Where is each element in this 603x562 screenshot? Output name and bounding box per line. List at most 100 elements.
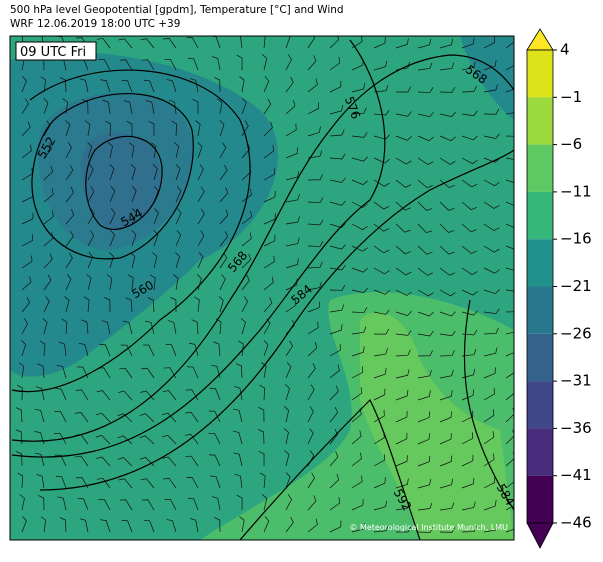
- wind-barb: [461, 310, 478, 316]
- wind-barb: [65, 230, 74, 247]
- wind-barb: [118, 478, 133, 489]
- wind-barb: [236, 494, 243, 511]
- wind-barb: [109, 208, 116, 225]
- wind-barb: [83, 296, 90, 313]
- wind-barb: [329, 80, 342, 93]
- wind-barb: [163, 37, 177, 49]
- colorbar-band: [527, 381, 553, 429]
- wind-barb: [241, 98, 247, 115]
- wind-barb: [395, 389, 409, 401]
- wind-barb: [232, 430, 243, 445]
- wind-barb: [208, 432, 221, 445]
- wind-barb: [21, 318, 29, 335]
- wind-barb: [395, 455, 408, 467]
- wind-barb: [283, 428, 289, 445]
- wind-barb: [329, 284, 346, 291]
- wind-barb: [65, 209, 75, 225]
- wind-barb: [483, 267, 500, 274]
- wind-barb: [153, 186, 159, 203]
- wind-barb: [81, 319, 89, 335]
- cold-area: [460, 36, 514, 120]
- cold-core: [80, 132, 162, 229]
- wind-barb: [351, 346, 365, 357]
- wind-barb: [483, 347, 498, 357]
- wind-barb: [329, 177, 346, 183]
- wind-barb: [417, 111, 434, 118]
- wind-barb: [439, 433, 452, 445]
- wind-barb: [483, 431, 495, 445]
- wind-barb: [505, 157, 514, 160]
- wind-barb: [17, 472, 24, 489]
- wind-barb: [505, 331, 514, 335]
- colorbar-band: [527, 333, 553, 382]
- colorbar-band: [527, 50, 553, 98]
- wind-barb: [285, 100, 296, 115]
- wind-barb: [86, 274, 92, 291]
- wind-barb: [285, 54, 292, 71]
- wind-barb: [461, 223, 477, 233]
- wind-barb: [61, 318, 68, 335]
- wind-barb: [351, 326, 367, 335]
- wind-barb: [417, 350, 433, 357]
- wind-barb: [87, 186, 95, 203]
- wind-barb: [15, 429, 23, 445]
- wind-barb: [241, 296, 249, 313]
- wind-barb: [96, 37, 111, 49]
- wind-barb: [34, 431, 45, 445]
- wind-barb: [131, 208, 137, 225]
- wind-barb: [285, 494, 292, 511]
- wind-barb: [162, 456, 177, 467]
- wind-barb: [106, 274, 113, 291]
- wind-barb: [307, 150, 323, 159]
- wind-barb: [461, 525, 477, 533]
- colorbar-band: [527, 144, 553, 192]
- wind-barb: [439, 350, 455, 357]
- colorbar-band: [527, 239, 553, 287]
- wind-barb: [483, 133, 500, 139]
- wind-barb: [54, 411, 67, 423]
- wind-barb: [87, 142, 93, 159]
- wind-barb: [395, 410, 408, 423]
- wind-barb: [395, 223, 411, 233]
- wind-barb: [395, 502, 410, 511]
- wind-barb: [197, 230, 205, 247]
- wind-barb: [105, 120, 111, 137]
- wind-barb: [395, 311, 412, 316]
- colorbar-tick-label: −16: [560, 230, 592, 248]
- wind-barb: [307, 518, 318, 533]
- wind-barb: [351, 287, 368, 293]
- wind-barb: [417, 223, 433, 233]
- wind-barb: [87, 230, 95, 247]
- wind-barb: [131, 186, 137, 203]
- wind-barb: [373, 454, 385, 467]
- wind-barb: [210, 475, 221, 489]
- wind-barb: [164, 59, 177, 71]
- wind-barb: [439, 455, 453, 467]
- wind-barb: [75, 389, 89, 401]
- wind-barb: [505, 41, 514, 49]
- wind-barb: [439, 86, 456, 93]
- wind-barb: [351, 245, 368, 252]
- wind-barb: [285, 384, 290, 401]
- wind-barb: [461, 61, 476, 71]
- wind-barb: [35, 452, 45, 467]
- wind-barb: [505, 505, 514, 511]
- wind-barb: [65, 274, 72, 291]
- wind-barb: [351, 523, 366, 533]
- subtitle: WRF 12.06.2019 18:00 UTC +39: [10, 18, 180, 30]
- wind-barb: [263, 516, 270, 533]
- wind-barb: [241, 253, 251, 269]
- wind-barb: [166, 519, 177, 533]
- wind-barb: [373, 309, 390, 315]
- wind-barb: [285, 36, 291, 49]
- wind-barb: [395, 201, 411, 211]
- time-box: [15, 41, 97, 61]
- wind-barb: [192, 98, 199, 115]
- wind-barb: [439, 267, 456, 276]
- wind-barb: [461, 348, 477, 357]
- wind-barb: [214, 517, 221, 533]
- wind-barb: [483, 409, 495, 423]
- wind-barb: [373, 409, 385, 423]
- wind-barb: [263, 213, 276, 225]
- wind-barb: [373, 289, 390, 295]
